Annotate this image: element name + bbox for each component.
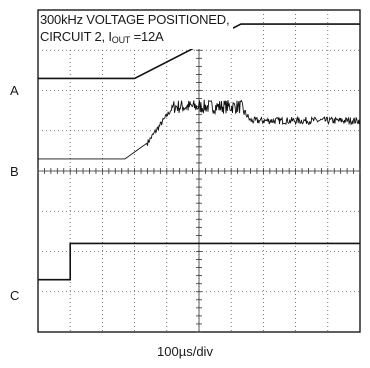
channel-label-b: B: [10, 164, 19, 179]
channel-label-c: C: [10, 288, 20, 303]
channel-label-a: A: [10, 83, 19, 98]
title-line-1: 300kHz VOLTAGE POSITIONED,: [40, 12, 230, 27]
grid: [37, 9, 361, 333]
traces: [38, 23, 361, 281]
trace-a: [38, 23, 360, 80]
title-line-2: CIRCUIT 2, IOUT =12A: [40, 29, 164, 45]
x-axis-label: 100µs/div: [157, 344, 213, 359]
trace-b: [38, 99, 361, 160]
trace-c: [38, 242, 360, 281]
chart-title: 300kHz VOLTAGE POSITIONED, CIRCUIT 2, IO…: [40, 11, 234, 49]
